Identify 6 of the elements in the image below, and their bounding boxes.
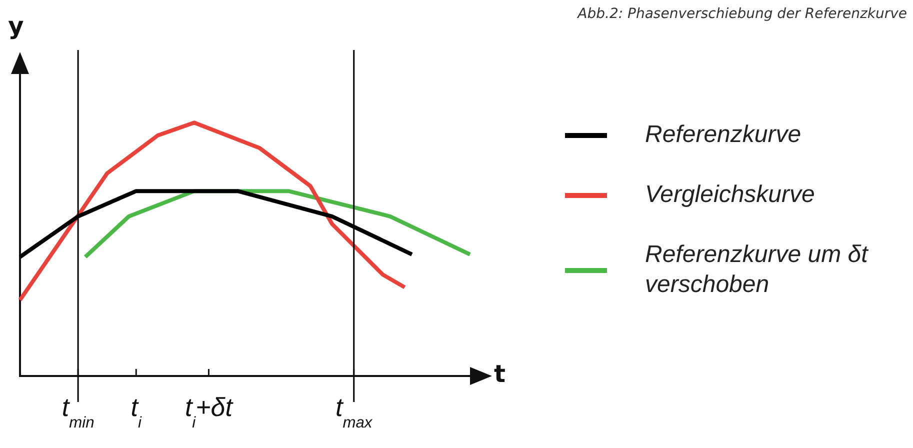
legend-label: Referenzkurve	[645, 120, 802, 150]
legend-label: Vergleichskurve	[645, 180, 816, 210]
text: Abb.2: Phasenverschiebung der Referenzkurve	[578, 6, 907, 22]
x-axis-title: t	[494, 360, 506, 388]
legend-label: Referenzkurve um δt verschoben	[645, 240, 870, 300]
y-axis-title: y	[8, 12, 24, 40]
